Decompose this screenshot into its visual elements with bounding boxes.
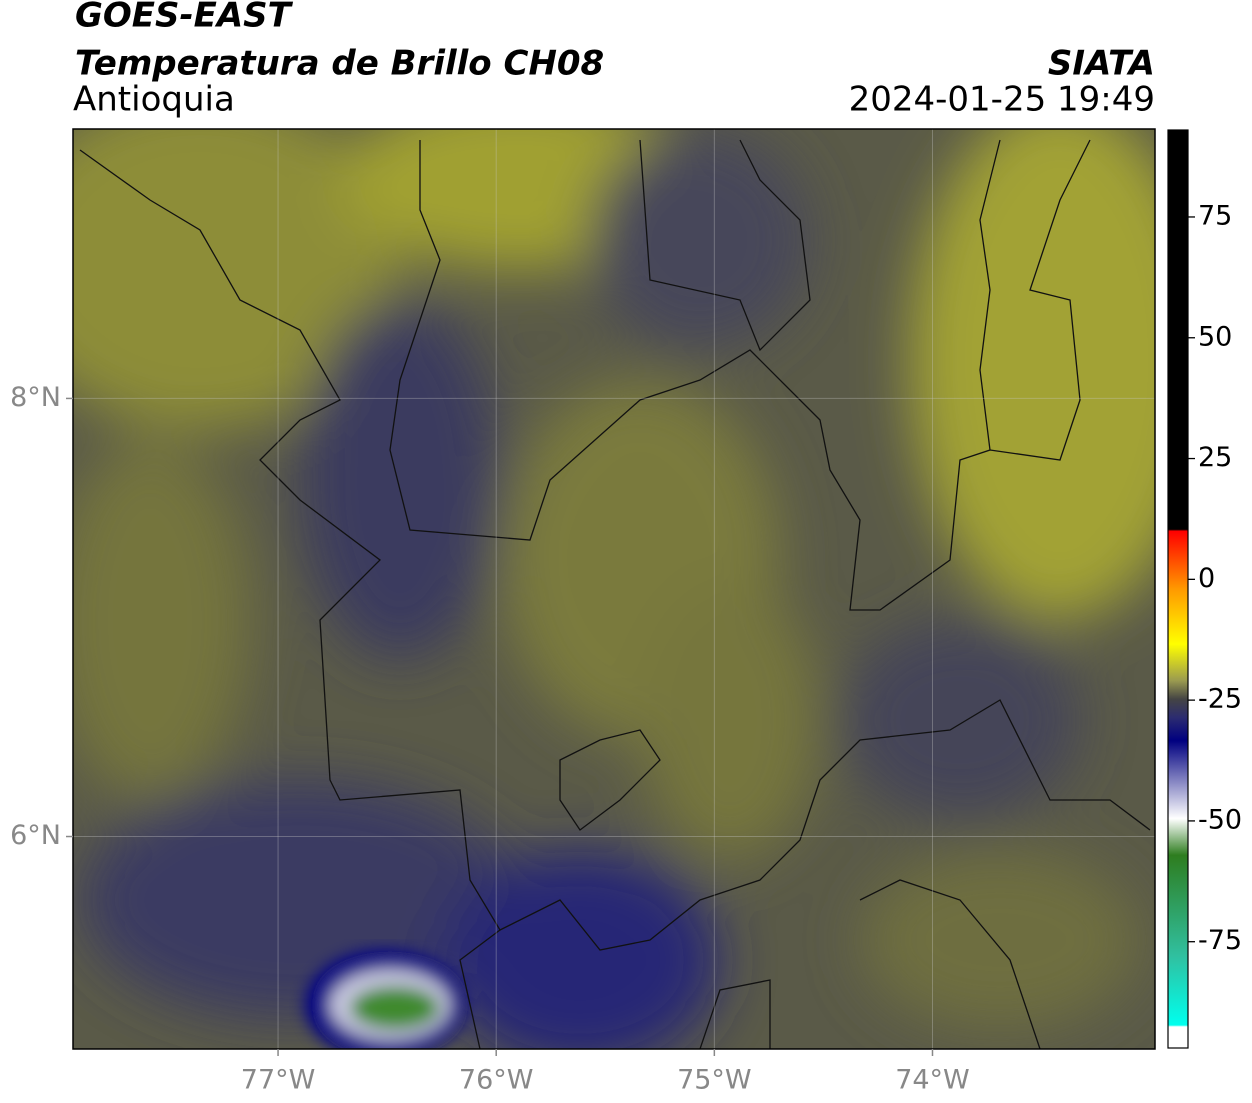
y-tick-label: 8°N bbox=[10, 382, 61, 413]
datetime: 2024-01-25 19:49 bbox=[849, 80, 1155, 120]
subtitle: Temperatura de Brillo CH08 bbox=[75, 44, 604, 84]
x-tick-label: 77°W bbox=[241, 1065, 316, 1096]
colorbar bbox=[1167, 129, 1189, 1049]
x-tick-label: 74°W bbox=[895, 1065, 970, 1096]
source: SIATA bbox=[1048, 44, 1155, 84]
colorbar-tick-label: -25 bbox=[1198, 684, 1242, 715]
colorbar-tick-label: 0 bbox=[1198, 563, 1215, 594]
colorbar-tick-label: 75 bbox=[1198, 200, 1232, 231]
map-frame bbox=[72, 128, 1156, 1050]
colorbar-tick-label: -50 bbox=[1198, 804, 1242, 835]
satellite-image bbox=[73, 129, 1155, 1049]
colorbar-tick-label: 25 bbox=[1198, 442, 1232, 473]
boundaries bbox=[79, 139, 1151, 1049]
x-tick-label: 75°W bbox=[677, 1065, 752, 1096]
y-tick-label: 6°N bbox=[10, 820, 61, 851]
colorbar-tick-label: -75 bbox=[1198, 925, 1242, 956]
region: Antioquia bbox=[73, 80, 235, 120]
title: GOES-EAST bbox=[75, 0, 294, 36]
gridlines bbox=[73, 129, 1155, 1049]
x-tick-label: 76°W bbox=[459, 1065, 534, 1096]
colorbar-tick-label: 50 bbox=[1198, 321, 1232, 352]
